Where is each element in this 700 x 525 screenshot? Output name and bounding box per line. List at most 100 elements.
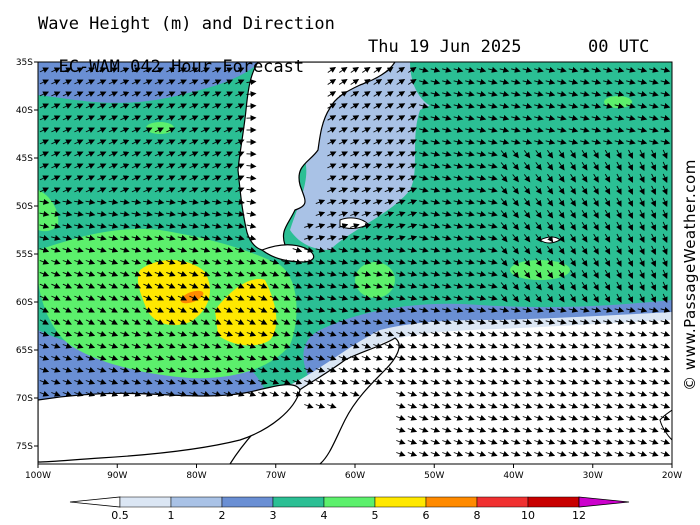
wave-arrow bbox=[476, 186, 487, 193]
wave-arrow bbox=[223, 139, 234, 145]
wave-arrow bbox=[488, 198, 498, 205]
wave-arrow bbox=[108, 163, 119, 169]
lat-label: 35S bbox=[16, 58, 33, 68]
wave-arrow bbox=[39, 127, 50, 133]
wave-arrow bbox=[39, 91, 50, 97]
wave-arrow bbox=[512, 234, 519, 243]
wave-arrow bbox=[545, 126, 556, 133]
wave-arrow bbox=[223, 127, 234, 133]
wave-arrow bbox=[327, 175, 337, 181]
wave-arrow bbox=[223, 115, 234, 121]
wave-arrow bbox=[131, 222, 142, 229]
wave-arrow bbox=[361, 235, 372, 242]
wave-arrow bbox=[338, 91, 348, 97]
wave-arrow bbox=[120, 258, 130, 265]
wave-arrow bbox=[177, 222, 188, 229]
wave-arrow bbox=[591, 138, 602, 145]
wave-arrow bbox=[430, 186, 441, 193]
wave-arrow bbox=[545, 102, 556, 109]
wave-arrow bbox=[419, 246, 429, 253]
wave-arrow bbox=[476, 162, 487, 169]
wave-arrow bbox=[465, 210, 475, 217]
wave-arrow bbox=[212, 67, 222, 73]
wave-arrow bbox=[603, 138, 613, 145]
wave-arrow bbox=[361, 211, 372, 218]
wave-arrow bbox=[649, 114, 659, 121]
wave-arrow bbox=[419, 198, 429, 205]
wave-arrow bbox=[131, 115, 142, 121]
wave-arrow bbox=[453, 162, 464, 169]
wave-arrow bbox=[373, 187, 383, 193]
wave-arrow bbox=[570, 257, 576, 267]
wave-arrow bbox=[212, 234, 222, 241]
wave-arrow bbox=[373, 223, 383, 230]
wave-arrow bbox=[154, 222, 165, 229]
wave-arrow bbox=[143, 175, 153, 181]
wave-arrow bbox=[85, 258, 96, 265]
wave-arrow bbox=[465, 90, 475, 97]
wave-arrow bbox=[476, 78, 487, 85]
wave-arrow bbox=[523, 246, 531, 255]
wave-arrow bbox=[177, 67, 188, 73]
wave-arrow bbox=[51, 127, 61, 133]
wave-arrow bbox=[188, 222, 199, 229]
wave-arrow bbox=[74, 67, 84, 73]
wave-arrow bbox=[154, 91, 165, 97]
wave-arrow bbox=[419, 138, 429, 145]
wave-arrow bbox=[200, 258, 211, 265]
wave-arrow bbox=[396, 139, 406, 145]
wave-arrow bbox=[649, 126, 659, 133]
wave-arrow bbox=[154, 79, 165, 85]
wave-arrow bbox=[74, 210, 84, 217]
wave-arrow bbox=[637, 138, 648, 145]
wave-arrow bbox=[570, 221, 576, 231]
wave-arrow bbox=[581, 221, 588, 231]
wave-arrow bbox=[189, 139, 199, 145]
wave-arrow bbox=[384, 235, 395, 242]
wave-arrow bbox=[558, 210, 565, 219]
legend-label: 5 bbox=[372, 509, 379, 522]
wave-arrow bbox=[396, 115, 406, 121]
wave-arrow bbox=[338, 223, 349, 230]
wave-arrow bbox=[570, 233, 576, 243]
wave-arrow bbox=[535, 234, 542, 243]
wave-arrow bbox=[108, 198, 119, 205]
wave-arrow bbox=[512, 246, 519, 255]
wave-arrow bbox=[545, 114, 556, 121]
wave-arrow bbox=[591, 78, 602, 85]
wave-arrow bbox=[407, 91, 417, 97]
wave-arrow bbox=[650, 221, 657, 232]
lon-label: 70W bbox=[266, 471, 286, 481]
wave-arrow bbox=[488, 210, 498, 217]
wave-arrow bbox=[200, 187, 211, 193]
wave-arrow bbox=[407, 223, 418, 230]
wave-arrow bbox=[580, 126, 590, 133]
wave-arrow bbox=[396, 91, 406, 97]
wave-arrow bbox=[627, 197, 633, 207]
wave-arrow bbox=[442, 126, 452, 133]
wave-arrow bbox=[522, 138, 533, 145]
wave-arrow bbox=[108, 258, 119, 265]
wave-arrow bbox=[614, 66, 625, 73]
wave-arrow bbox=[189, 234, 199, 241]
wave-arrow bbox=[154, 187, 165, 193]
wave-arrow bbox=[51, 175, 61, 181]
lat-label: 40S bbox=[16, 106, 33, 116]
wave-arrow bbox=[246, 198, 257, 205]
wave-arrow bbox=[166, 234, 176, 241]
wave-arrow bbox=[500, 222, 508, 231]
wave-arrow bbox=[523, 210, 531, 219]
wave-arrow bbox=[246, 91, 257, 98]
wave-arrow bbox=[120, 139, 130, 145]
wave-arrow bbox=[223, 198, 234, 205]
lon-label: 80W bbox=[186, 471, 206, 481]
wave-arrow bbox=[154, 139, 165, 145]
wave-arrow bbox=[154, 234, 165, 241]
wave-arrow bbox=[660, 114, 671, 121]
legend-swatch bbox=[272, 496, 325, 508]
wave-arrow bbox=[143, 91, 153, 97]
wave-arrow bbox=[603, 102, 613, 109]
wave-arrow bbox=[97, 103, 107, 109]
wave-arrow bbox=[177, 246, 188, 253]
wave-arrow bbox=[51, 151, 61, 157]
